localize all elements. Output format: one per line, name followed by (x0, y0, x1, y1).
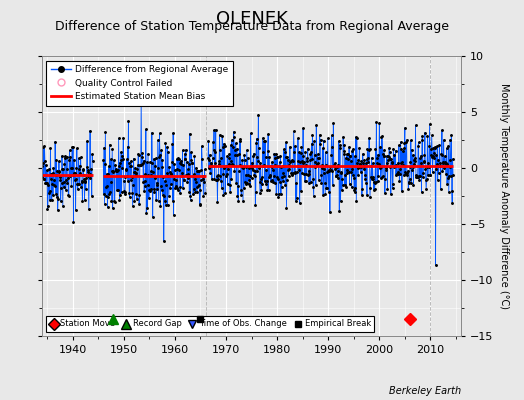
Text: Berkeley Earth: Berkeley Earth (389, 386, 461, 396)
Text: Difference of Station Temperature Data from Regional Average: Difference of Station Temperature Data f… (54, 20, 449, 33)
Legend: Station Move, Record Gap, Time of Obs. Change, Empirical Break: Station Move, Record Gap, Time of Obs. C… (46, 316, 374, 332)
Y-axis label: Monthly Temperature Anomaly Difference (°C): Monthly Temperature Anomaly Difference (… (499, 83, 509, 309)
Text: OLENEK: OLENEK (215, 10, 288, 28)
